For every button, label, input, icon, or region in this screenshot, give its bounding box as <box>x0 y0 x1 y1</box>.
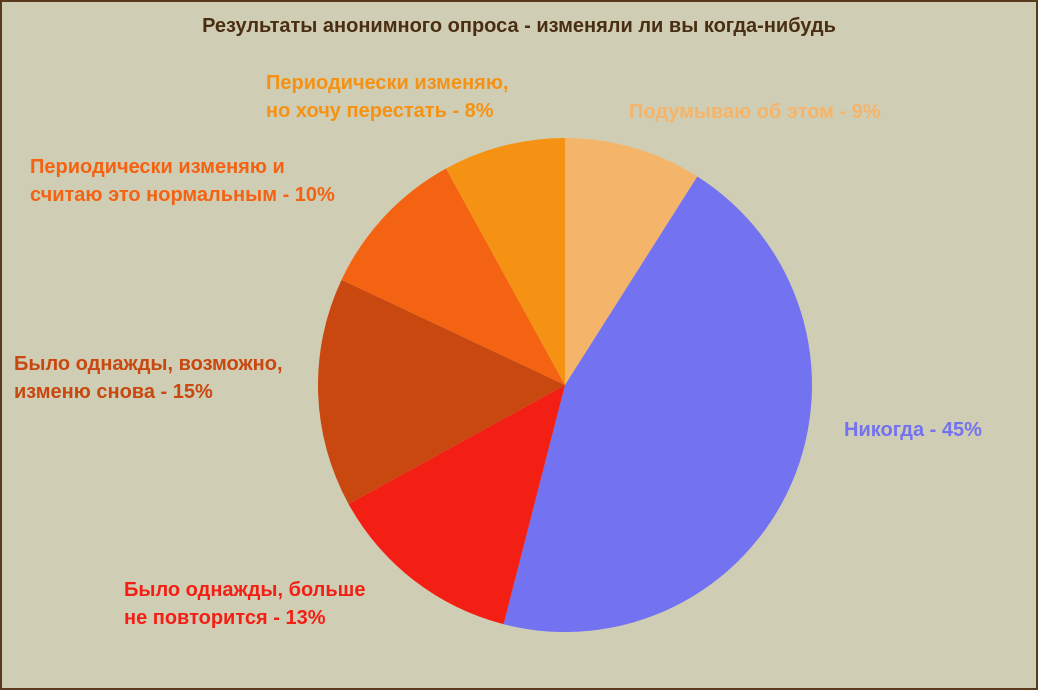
slice-label-line: не повторится - 13% <box>124 607 326 629</box>
slice-label-never: Никогда - 45% <box>844 416 982 444</box>
slice-label-line: считаю это нормальным - 10% <box>30 184 335 206</box>
pie-slice-thinking <box>565 138 698 385</box>
slice-label-thinking: Подумываю об этом - 9% <box>629 98 881 126</box>
pie-slice-once-maybe <box>318 279 565 504</box>
slice-label-line: Периодически изменяю, <box>266 72 509 94</box>
slice-label-line: Подумываю об этом - 9% <box>629 101 881 123</box>
pie-slice-periodic-ok <box>341 168 565 385</box>
pie-slice-periodic-stop <box>446 138 565 385</box>
slice-label-periodic-stop: Периодически изменяю, но хочу перестать -… <box>266 69 508 125</box>
slice-label-once-never: Было однажды, больше не повторится - 13% <box>124 576 365 632</box>
slice-label-line: но хочу перестать - 8% <box>266 100 494 122</box>
pie-slice-never <box>503 176 813 633</box>
slice-label-periodic-ok: Периодически изменяю и считаю это нормаль… <box>30 153 335 209</box>
slice-label-line: Было однажды, больше <box>124 579 366 601</box>
slice-label-line: Периодически изменяю и <box>30 156 285 178</box>
slice-label-line: Никогда - 45% <box>844 419 982 441</box>
slice-label-line: Было однажды, возможно, <box>14 353 283 375</box>
slice-label-line: изменю снова - 15% <box>14 381 213 403</box>
slice-label-once-maybe: Было однажды, возможно, изменю снова - 15… <box>14 350 283 406</box>
pie-slice-once-never <box>348 385 565 625</box>
chart-title: Результаты анонимного опроса - изменяли … <box>202 15 836 37</box>
